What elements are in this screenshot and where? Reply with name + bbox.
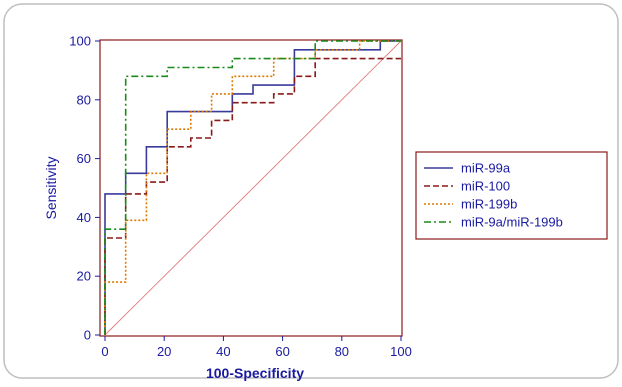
y-tick-label: 60 [77, 151, 91, 166]
x-tick-label: 40 [216, 344, 230, 359]
legend: miR-99a miR-100 miR-199b miR-9a/miR-199b [415, 151, 608, 240]
y-tick-label: 100 [69, 34, 91, 49]
legend-label-3: miR-199b [461, 197, 517, 212]
y-tick-label: 40 [77, 210, 91, 225]
series-line-2 [104, 57, 401, 335]
x-axis-label: 100-Specificity [206, 365, 304, 381]
y-tick-label: 20 [77, 269, 91, 284]
x-tick-label: 0 [101, 344, 108, 359]
plot-area [99, 39, 403, 337]
x-tick-label: 60 [275, 344, 289, 359]
legend-label-4: miR-9a/miR-199b [461, 215, 563, 230]
x-tick-label: 100 [390, 344, 412, 359]
reference-diagonal [104, 40, 402, 336]
series-layer [104, 40, 401, 335]
y-tick-label: 80 [77, 92, 91, 107]
axes: 0 20 40 60 80 100 0 20 40 60 80 100 [69, 34, 412, 360]
legend-box [415, 151, 608, 240]
y-tick-label: 0 [84, 328, 91, 343]
legend-label-2: miR-100 [461, 179, 510, 194]
x-tick-label: 20 [157, 344, 171, 359]
y-axis-label: Sensitivity [43, 156, 59, 219]
series-line-3 [104, 40, 401, 335]
x-tick-label: 80 [335, 344, 349, 359]
legend-label-1: miR-99a [461, 161, 511, 176]
